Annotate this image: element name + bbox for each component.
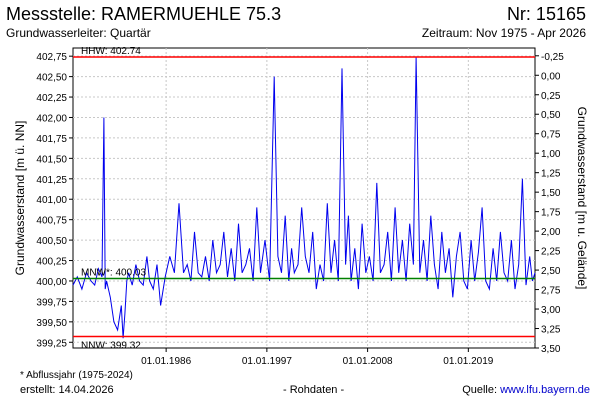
y2-tick-label: 1,75	[541, 208, 561, 219]
x-tick-label: 01.01.2019	[443, 356, 493, 367]
x-tick-label: 01.01.1997	[242, 356, 292, 367]
nnw-label: NNW: 399.32	[81, 341, 141, 352]
y-tick-label: 402,00	[36, 113, 67, 124]
y-tick-label: 401,75	[36, 134, 67, 145]
y-tick-label: 400,25	[36, 257, 67, 268]
y2-tick-label: 2,25	[541, 247, 561, 258]
y2-tick-label: 0,25	[541, 91, 561, 102]
y-tick-label: 400,75	[36, 216, 67, 227]
x-axis-ticks: 01.01.1986 01.01.1997 01.01.2008 01.01.2019	[141, 348, 494, 367]
y2-tick-label: 3,50	[541, 344, 561, 355]
y-tick-label: 402,50	[36, 73, 67, 84]
y2-tick-label: 0,00	[541, 71, 561, 82]
y2-tick-label: 0,75	[541, 130, 561, 141]
period-label: Zeitraum: Nov 1975 - Apr 2026	[421, 26, 586, 40]
created-date: erstellt: 14.04.2026	[20, 384, 114, 396]
y2-tick-label: 1,50	[541, 188, 561, 199]
y2-axis-label: Grundwasserstand [m u. Gelände]	[575, 107, 589, 290]
mnw-label: MNW*: 400.03	[81, 268, 146, 279]
y-tick-label: 401,00	[36, 195, 67, 206]
y-tick-label: 400,00	[36, 277, 67, 288]
grid-lines	[73, 48, 535, 348]
page-title: Messstelle: RAMERMUEHLE 75.3	[6, 4, 282, 24]
hhw-label: HHW: 402.74	[81, 46, 141, 57]
station-number: Nr: 15165	[506, 4, 586, 24]
y-tick-label: 400,50	[36, 236, 67, 247]
groundwater-series-line	[72, 56, 536, 339]
x-tick-label: 01.01.1986	[141, 356, 191, 367]
y-tick-label: 399,25	[36, 338, 67, 349]
y2-tick-label: 2,50	[541, 266, 561, 277]
y-tick-label: 401,50	[36, 154, 67, 165]
y-tick-label: 402,25	[36, 93, 67, 104]
reference-lines: HHW: 402.74 MNW*: 400.03 NNW: 399.32	[73, 46, 535, 352]
y-tick-label: 399,75	[36, 297, 67, 308]
plot-area	[72, 47, 536, 349]
y2-tick-label: 2,00	[541, 227, 561, 238]
y2-tick-label: 3,25	[541, 325, 561, 336]
source-label: Quelle:	[462, 384, 501, 396]
source-link[interactable]: www.lfu.bayern.de	[500, 384, 590, 396]
x-tick-label: 01.01.2008	[343, 356, 393, 367]
source: Quelle: www.lfu.bayern.de	[462, 384, 590, 396]
y2-axis-ticks: -0,25 0,00 0,25 0,50 0,75 1,00 1,25 1,50 1,75 2,0…	[535, 52, 564, 355]
y2-tick-label: 1,00	[541, 149, 561, 160]
raw-data-label: - Rohdaten -	[283, 384, 345, 396]
y-tick-label: 401,25	[36, 175, 67, 186]
y-axis-label: Grundwasserstand [m ü. NN]	[13, 121, 27, 276]
y2-tick-label: 1,25	[541, 169, 561, 180]
aquifer-label: Grundwasserleiter: Quartär	[6, 26, 151, 40]
y-axis-ticks: 399,25 399,50 399,75 400,00 400,25 400,50 400,…	[36, 52, 73, 349]
footnote: * Abflussjahr (1975-2024)	[20, 370, 133, 381]
y-tick-label: 399,50	[36, 318, 67, 329]
y2-tick-label: -0,25	[541, 52, 564, 63]
y2-tick-label: 0,50	[541, 110, 561, 121]
y-tick-label: 402,75	[36, 52, 67, 63]
y2-tick-label: 3,00	[541, 305, 561, 316]
y2-tick-label: 2,75	[541, 286, 561, 297]
